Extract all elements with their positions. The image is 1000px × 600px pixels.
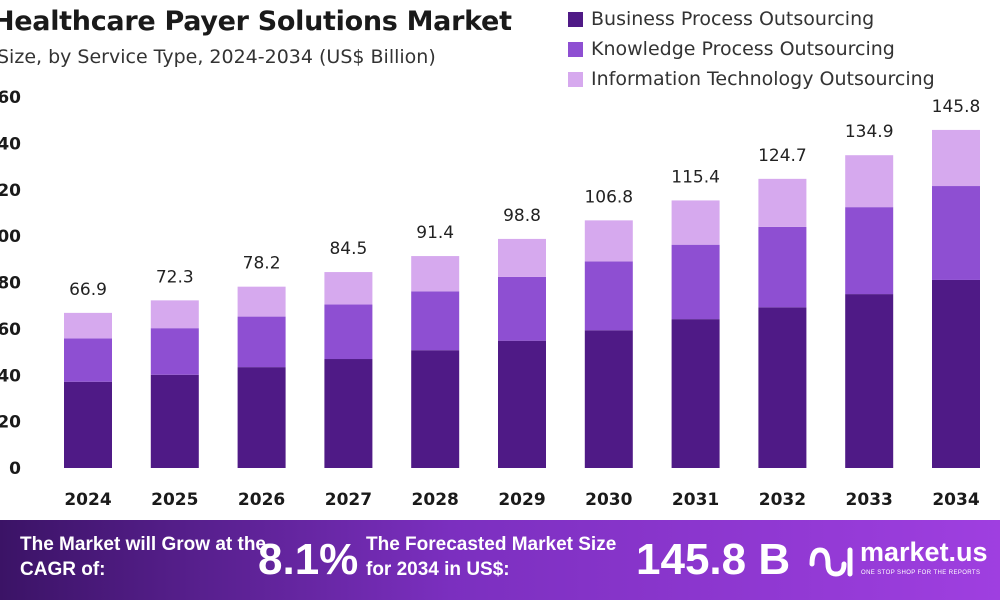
legend-item-ito: Information Technology Outsourcing [568, 64, 935, 94]
chart-subtitle: Size, by Service Type, 2024-2034 (US$ Bi… [0, 46, 436, 68]
bar-total-label: 98.8 [503, 206, 541, 226]
bar-segment [671, 200, 720, 245]
bar-segment [498, 276, 546, 341]
bar-segment [150, 374, 199, 468]
bar-segment [324, 304, 373, 360]
bar-segment [64, 381, 112, 468]
x-tick-label: 2028 [412, 490, 459, 510]
stacked-bar-chart: 0 20 40 60 80 100 120 140 160 66.9 2024 72.3 2025 78.… [0, 88, 981, 510]
bar-segment [671, 319, 720, 468]
bar-segment [758, 178, 807, 227]
legend-swatch-kpo [568, 41, 583, 57]
x-tick-label: 2026 [238, 490, 285, 510]
bar-segment [64, 338, 112, 382]
cagr-value: 8.1% [258, 535, 359, 584]
footer-banner: The Market will Grow at the CAGR of: 8.1… [0, 520, 1000, 600]
bar-total-label: 124.7 [758, 146, 807, 166]
legend-label-ito: Information Technology Outsourcing [591, 68, 935, 90]
y-tick-label: 160 [0, 88, 21, 108]
legend-swatch-bpo [568, 11, 583, 27]
bar-segment [237, 286, 286, 317]
forecast-size-value: 145.8 B [636, 535, 791, 584]
bar-total-label: 66.9 [69, 280, 107, 300]
bar-segment [237, 367, 286, 468]
bar-segment [845, 155, 894, 208]
bar-total-label: 84.5 [329, 239, 367, 259]
x-tick-label: 2034 [932, 490, 979, 510]
x-tick-label: 2027 [325, 490, 372, 510]
bar-segment [584, 220, 633, 262]
bar-segment [845, 207, 894, 295]
y-tick-label: 20 [0, 413, 21, 433]
bar-segment [932, 186, 980, 280]
bar-segment [324, 272, 373, 305]
legend-label-bpo: Business Process Outsourcing [591, 8, 875, 30]
bar-segment [932, 279, 980, 468]
bar-segment [411, 256, 460, 292]
bar-segment [758, 307, 807, 468]
y-tick-label: 140 [0, 134, 21, 154]
bar-total-label: 91.4 [416, 223, 454, 243]
bar-segment [584, 261, 633, 331]
bar-total-label: 134.9 [845, 122, 894, 142]
legend-item-kpo: Knowledge Process Outsourcing [568, 34, 935, 64]
bar-segment [150, 328, 199, 375]
bar-segment [498, 340, 546, 468]
bar-total-label: 145.8 [932, 97, 981, 117]
y-tick-label: 120 [0, 181, 21, 201]
x-tick-label: 2031 [672, 490, 719, 510]
bar-segment [411, 291, 460, 351]
bar-segment [932, 129, 980, 187]
market-us-logo-tagline: ONE STOP SHOP FOR THE REPORTS [861, 570, 981, 576]
bar-segment [150, 300, 199, 329]
x-tick-label: 2030 [585, 490, 632, 510]
bar-segment [845, 294, 894, 468]
market-us-logo-icon [809, 547, 853, 577]
y-tick-label: 100 [0, 227, 21, 247]
bar-segment [324, 359, 373, 468]
cagr-label: The Market will Grow at the CAGR of: [20, 534, 266, 580]
x-tick-label: 2032 [759, 490, 806, 510]
legend: Business Process Outsourcing Knowledge P… [568, 4, 935, 94]
bar-total-label: 115.4 [671, 167, 720, 187]
bar-segment [411, 350, 460, 468]
bar-segment [671, 244, 720, 320]
bar-total-label: 72.3 [156, 267, 194, 287]
bar-segment [498, 238, 546, 277]
y-tick-label: 40 [0, 366, 21, 386]
y-tick-label: 0 [9, 459, 21, 479]
x-tick-label: 2033 [846, 490, 893, 510]
legend-swatch-ito [568, 71, 583, 87]
bar-segment [64, 312, 112, 339]
x-tick-label: 2029 [498, 490, 545, 510]
bar-segment [237, 316, 286, 368]
bar-total-label: 106.8 [584, 187, 633, 207]
bar-segment [584, 330, 633, 468]
bar-segment [758, 226, 807, 308]
x-tick-label: 2024 [64, 490, 111, 510]
y-tick-label: 60 [0, 320, 21, 340]
legend-item-bpo: Business Process Outsourcing [568, 4, 935, 34]
market-us-logo-text: market.us [860, 537, 988, 567]
legend-label-kpo: Knowledge Process Outsourcing [591, 38, 895, 60]
bar-total-label: 78.2 [243, 254, 281, 274]
forecast-size-label: The Forecasted Market Size for 2034 in U… [366, 534, 617, 580]
y-tick-label: 80 [0, 274, 21, 294]
x-tick-label: 2025 [151, 490, 198, 510]
chart-title: Healthcare Payer Solutions Market [0, 6, 512, 37]
